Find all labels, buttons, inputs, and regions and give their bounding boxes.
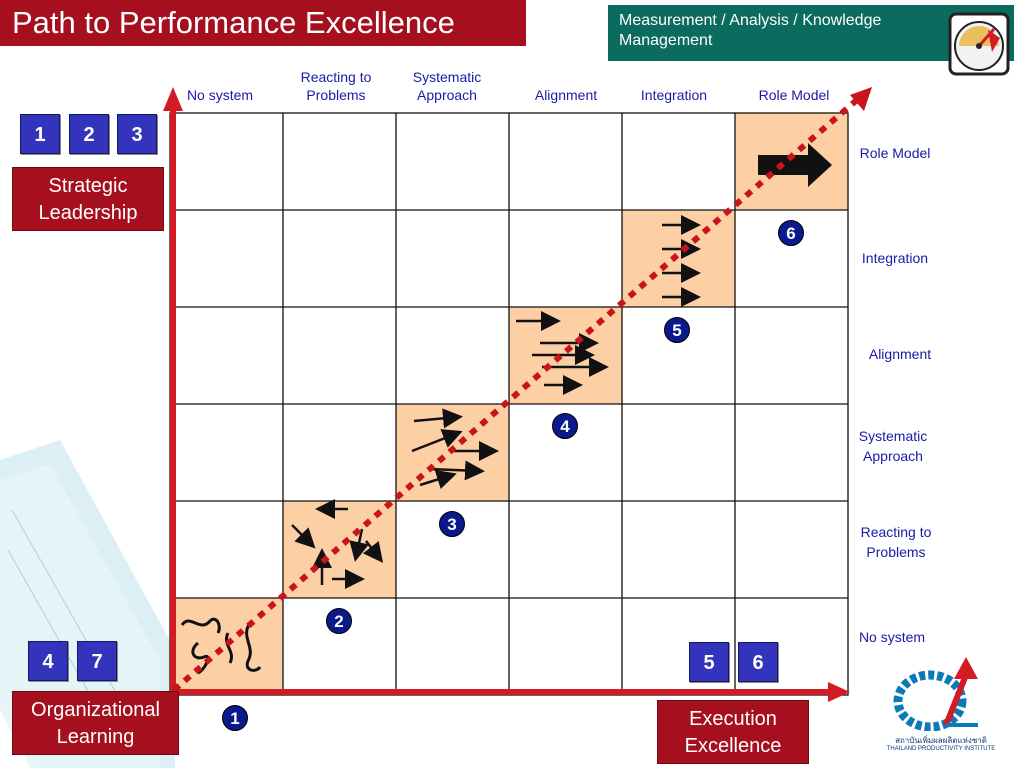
tpi-logo-mark	[893, 657, 978, 732]
maturity-grid	[163, 87, 872, 702]
page-title: Path to Performance Excellence	[0, 0, 526, 46]
aligned-arrows-icon	[516, 311, 609, 395]
category-label: Measurement / Analysis / Knowledge Manag…	[608, 5, 1014, 61]
badge-7: 7	[77, 641, 117, 681]
column-header-systematic: Systematic Approach	[412, 69, 482, 103]
badge-3: 3	[117, 114, 157, 154]
stage-1-marker: 1	[222, 705, 248, 731]
strategic-leadership-label: Strategic Leadership	[38, 175, 138, 224]
row-label-systematic: Systematic Approach	[858, 428, 928, 464]
column-header-no-system: No system	[186, 87, 254, 103]
badge-6: 6	[738, 642, 778, 682]
strategic-leadership-box: Strategic Leadership	[12, 167, 164, 231]
stage-6-marker: 6	[778, 220, 804, 246]
category-text: Measurement / Analysis / Knowledge Manag…	[619, 12, 882, 49]
stage-4-marker: 4	[552, 413, 578, 439]
badge-1: 1	[20, 114, 60, 154]
organizational-learning-box: Organizational Learning	[12, 691, 179, 755]
organizational-learning-label: Organizational Learning	[31, 699, 160, 748]
column-header-role-model: Role Model	[758, 87, 830, 103]
row-label-no-system: No system	[858, 629, 926, 645]
stage-3-marker: 3	[439, 511, 465, 537]
column-header-integration: Integration	[640, 87, 708, 103]
badge-5: 5	[689, 642, 729, 682]
logo-english-text: THAILAND PRODUCTIVITY INSTITUTE	[886, 746, 996, 752]
execution-excellence-label: Execution Excellence	[684, 708, 782, 757]
execution-excellence-box: Execution Excellence	[657, 700, 809, 764]
column-header-alignment: Alignment	[534, 87, 598, 103]
speedometer-gauge-icon	[948, 12, 1010, 76]
badge-2: 2	[69, 114, 109, 154]
chaotic-squiggle-icon	[180, 617, 262, 675]
column-header-reacting: Reacting to Problems	[300, 69, 372, 103]
performance-path-line	[172, 96, 860, 693]
logo-thai-text: สถาบันเพิ่มผลผลิตแห่งชาติ	[895, 736, 987, 745]
badge-4: 4	[28, 641, 68, 681]
horizontal-axis-arrowhead	[828, 682, 850, 702]
vertical-axis-arrowhead	[163, 87, 183, 111]
semi-aligned-arrows-icon	[411, 408, 499, 490]
thailand-productivity-institute-logo: สถาบันเพิ่มผลผลิตแห่งชาติ THAILAND PRODU…	[886, 655, 996, 755]
row-label-integration: Integration	[861, 250, 929, 266]
performance-path-arrowhead	[850, 87, 872, 111]
integrated-arrows-icon	[662, 215, 701, 307]
row-label-alignment: Alignment	[868, 346, 932, 362]
row-label-role-model: Role Model	[859, 145, 931, 161]
stage-2-marker: 2	[326, 608, 352, 634]
role-model-arrow-icon	[758, 143, 832, 187]
stage-5-marker: 5	[664, 317, 690, 343]
row-label-reacting: Reacting to Problems	[860, 524, 932, 560]
